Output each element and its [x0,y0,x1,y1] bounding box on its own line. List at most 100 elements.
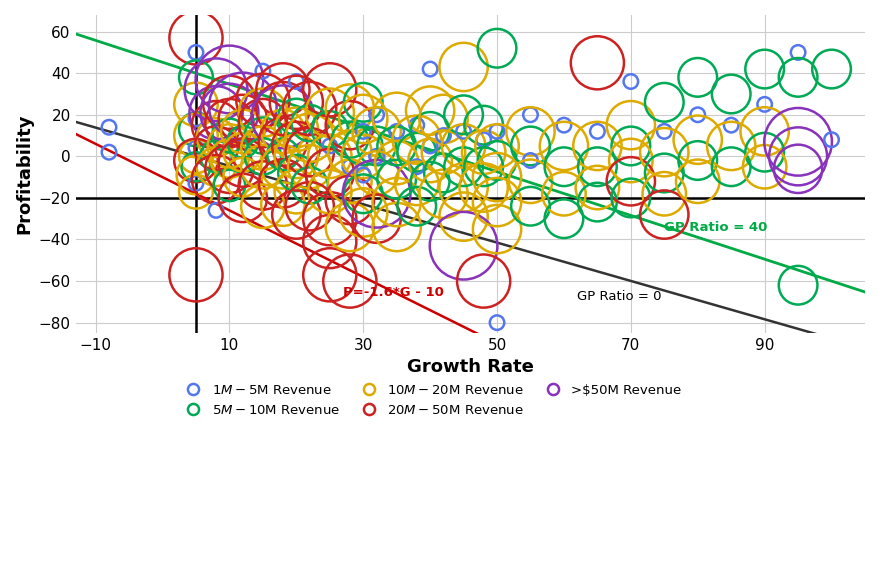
Point [657,210,671,219]
Point [691,110,705,119]
Point [524,202,538,211]
Point [290,77,304,86]
Point [791,164,805,173]
Point [323,187,337,196]
Point [290,152,304,161]
Point [189,156,203,165]
Point [189,33,203,42]
Point [209,86,223,95]
Point [209,162,223,172]
Point [223,119,237,128]
Point [624,141,638,150]
Point [256,119,270,128]
Point [758,127,772,136]
Point [236,102,250,111]
Point [825,135,839,144]
Point [356,189,370,198]
Point [290,112,304,121]
Text: GP Ratio = 40: GP Ratio = 40 [664,221,767,234]
Point [436,189,451,198]
Point [477,121,491,130]
Point [524,127,538,136]
Point [189,187,203,196]
Point [657,168,671,177]
Point [724,89,738,99]
Point [410,179,424,188]
Point [557,214,571,223]
Point [276,112,290,121]
Point [524,177,538,186]
Point [557,141,571,150]
Point [343,222,357,231]
Point [236,158,250,167]
Point [356,127,370,136]
Point [490,156,504,165]
Point [189,48,203,57]
Point [303,202,317,211]
Point [370,189,384,198]
Point [758,64,772,74]
Point [323,141,337,150]
Point [209,152,223,161]
Point [370,127,384,136]
Point [256,131,270,140]
Point [356,141,370,150]
Point [490,173,504,182]
Point [236,127,250,136]
Point [691,135,705,144]
Point [758,148,772,157]
Point [390,174,404,184]
Point [370,214,384,223]
Point [189,152,203,161]
Point [390,198,404,207]
Point [657,148,671,157]
Point [343,276,357,286]
Point [189,270,203,279]
Point [343,162,357,172]
Text: P=-1.6*G - 10: P=-1.6*G - 10 [343,286,444,299]
Point [657,97,671,107]
Point [423,64,437,74]
Point [356,208,370,217]
Point [457,110,471,119]
Point [256,67,270,76]
Point [423,127,437,136]
Y-axis label: Profitability: Profitability [15,114,33,234]
Point [791,73,805,82]
Point [410,121,424,130]
Point [490,141,504,150]
Point [256,202,270,211]
Point [457,183,471,192]
Point [276,179,290,188]
Point [524,141,538,150]
X-axis label: Growth Rate: Growth Rate [407,359,533,376]
Point [436,148,451,157]
Point [343,135,357,144]
Point [223,108,237,117]
Point [490,44,504,53]
Point [189,131,203,140]
Point [624,121,638,130]
Point [758,100,772,109]
Point [276,137,290,146]
Point [303,162,317,172]
Point [624,156,638,165]
Point [390,222,404,231]
Point [370,110,384,119]
Point [410,148,424,157]
Point [189,125,203,134]
Point [343,196,357,205]
Point [290,187,304,196]
Point [624,77,638,86]
Point [791,137,805,146]
Point [276,162,290,172]
Point [490,225,504,234]
Point [758,162,772,172]
Point [436,168,451,177]
Point [303,148,317,157]
Point [370,152,384,161]
Point [236,148,250,157]
Point [724,162,738,172]
Point [624,177,638,186]
Point [370,168,384,177]
